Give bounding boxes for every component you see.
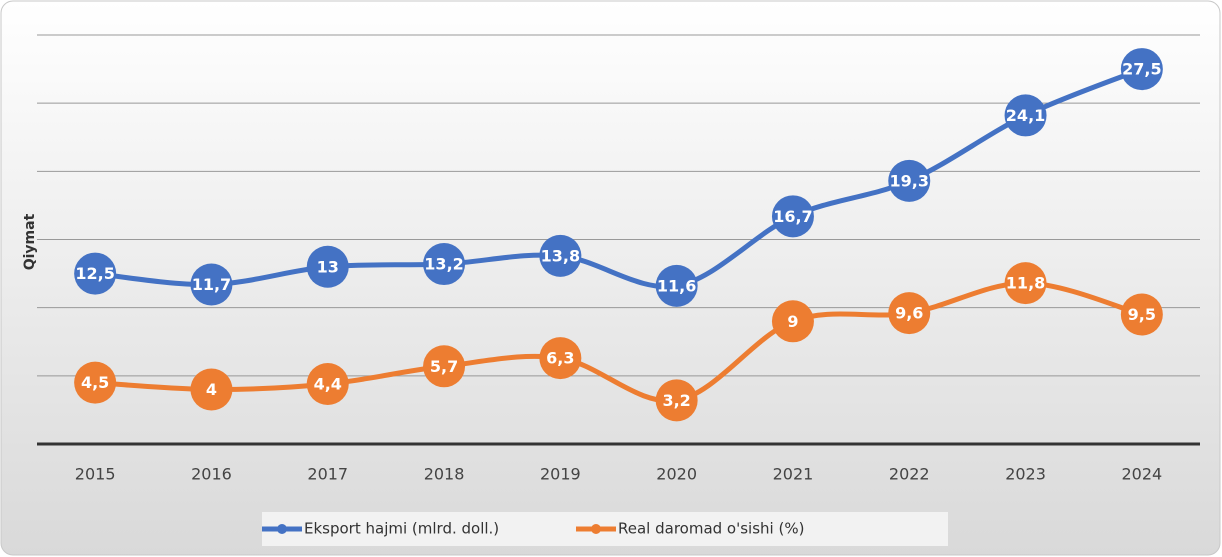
data-label: 19,3 [890, 171, 929, 190]
x-tick-label: 2020 [656, 465, 697, 484]
data-label: 9,6 [895, 304, 923, 323]
data-point [190, 263, 233, 306]
data-label: 9,5 [1128, 305, 1156, 324]
series-line [95, 280, 1143, 404]
data-point [1004, 94, 1047, 137]
data-point [539, 234, 582, 277]
data-point [306, 363, 349, 406]
data-label: 9 [787, 312, 798, 331]
data-point [1120, 48, 1163, 91]
legend-symbol-dot [277, 524, 287, 534]
data-label: 4 [206, 380, 217, 399]
legend-label: Real daromad o'sishi (%) [618, 520, 804, 538]
legend-label: Eksport hajmi (mlrd. doll.) [304, 520, 499, 538]
data-label: 12,5 [75, 264, 114, 283]
data-point [771, 195, 814, 238]
data-point [655, 264, 698, 307]
data-point [888, 292, 931, 335]
data-label: 11,8 [1006, 274, 1045, 293]
x-tick-label: 2018 [424, 465, 465, 484]
data-label: 11,6 [657, 276, 696, 295]
x-tick-label: 2019 [540, 465, 581, 484]
y-axis-label: Qiymat [22, 213, 38, 270]
data-point [1004, 262, 1047, 305]
x-tick-label: 2021 [773, 465, 814, 484]
data-label: 16,7 [773, 207, 812, 226]
x-tick-label: 2024 [1121, 465, 1162, 484]
data-point [539, 337, 582, 380]
data-point [655, 379, 698, 422]
data-label: 13 [317, 257, 339, 276]
data-label: 27,5 [1122, 60, 1161, 79]
data-point [423, 345, 466, 388]
data-point [74, 361, 117, 404]
data-point [74, 252, 117, 295]
x-tick-label: 2023 [1005, 465, 1046, 484]
data-label: 4,4 [314, 375, 342, 394]
data-label: 5,7 [430, 357, 458, 376]
data-point [190, 368, 233, 411]
data-label: 4,5 [81, 373, 109, 392]
data-point [306, 245, 349, 288]
data-point [1120, 293, 1163, 336]
data-label: 13,8 [541, 246, 580, 265]
legend-symbol-dot [591, 524, 601, 534]
data-point [771, 300, 814, 343]
data-label: 11,7 [192, 275, 231, 294]
data-label: 3,2 [662, 391, 690, 410]
data-label: 6,3 [546, 349, 574, 368]
x-tick-label: 2017 [307, 465, 348, 484]
data-label: 13,2 [424, 255, 463, 274]
series-line [94, 66, 1143, 290]
data-point [423, 243, 466, 286]
x-tick-label: 2022 [889, 465, 930, 484]
data-point [888, 159, 931, 202]
data-label: 24,1 [1006, 106, 1045, 125]
x-tick-label: 2016 [191, 465, 232, 484]
x-tick-label: 2015 [75, 465, 116, 484]
